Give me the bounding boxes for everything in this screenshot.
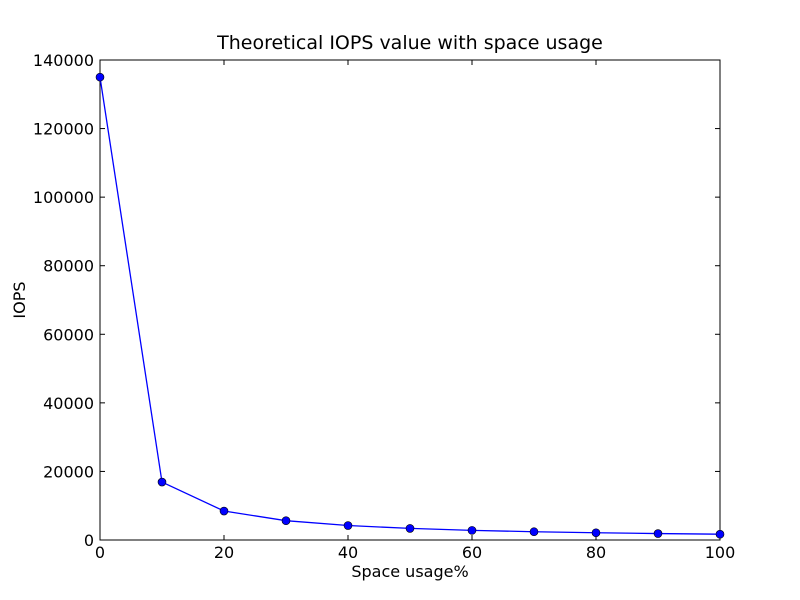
y-tick-label: 40000 bbox=[43, 394, 94, 413]
data-point bbox=[281, 516, 291, 525]
data-point bbox=[529, 527, 539, 537]
x-tick-label: 80 bbox=[586, 543, 606, 562]
x-tick-label: 40 bbox=[338, 543, 358, 562]
y-tick-label: 100000 bbox=[33, 188, 94, 207]
y-tick-label: 120000 bbox=[33, 120, 94, 139]
data-point bbox=[653, 529, 663, 538]
y-axis-label: IOPS bbox=[10, 281, 29, 318]
x-axis-label: Space usage% bbox=[351, 562, 468, 581]
x-tick-label: 60 bbox=[462, 543, 482, 562]
x-tick-label: 0 bbox=[95, 543, 105, 562]
y-tick-label: 60000 bbox=[43, 325, 94, 344]
x-tick-label: 100 bbox=[705, 543, 736, 562]
data-point bbox=[591, 528, 601, 538]
chart-title: Theoretical IOPS value with space usage bbox=[216, 32, 603, 54]
data-point bbox=[405, 524, 415, 533]
data-point bbox=[467, 526, 477, 535]
data-point bbox=[157, 477, 167, 487]
data-point bbox=[343, 521, 353, 530]
data-point bbox=[95, 72, 105, 82]
series-layer bbox=[95, 72, 725, 539]
data-point bbox=[219, 506, 229, 516]
y-tick-label: 0 bbox=[84, 531, 94, 550]
y-axis-ticks: 0 20000 40000 60000 80000 100000 120000 140000 bbox=[33, 51, 720, 550]
data-point bbox=[715, 529, 725, 539]
plot-area-frame bbox=[99, 59, 721, 541]
x-tick-label: 20 bbox=[214, 543, 234, 562]
x-axis-ticks: 0 20 40 60 80 100 bbox=[95, 60, 735, 562]
y-tick-label: 80000 bbox=[43, 257, 94, 276]
y-tick-label: 140000 bbox=[33, 51, 94, 70]
y-tick-label: 20000 bbox=[43, 462, 94, 481]
